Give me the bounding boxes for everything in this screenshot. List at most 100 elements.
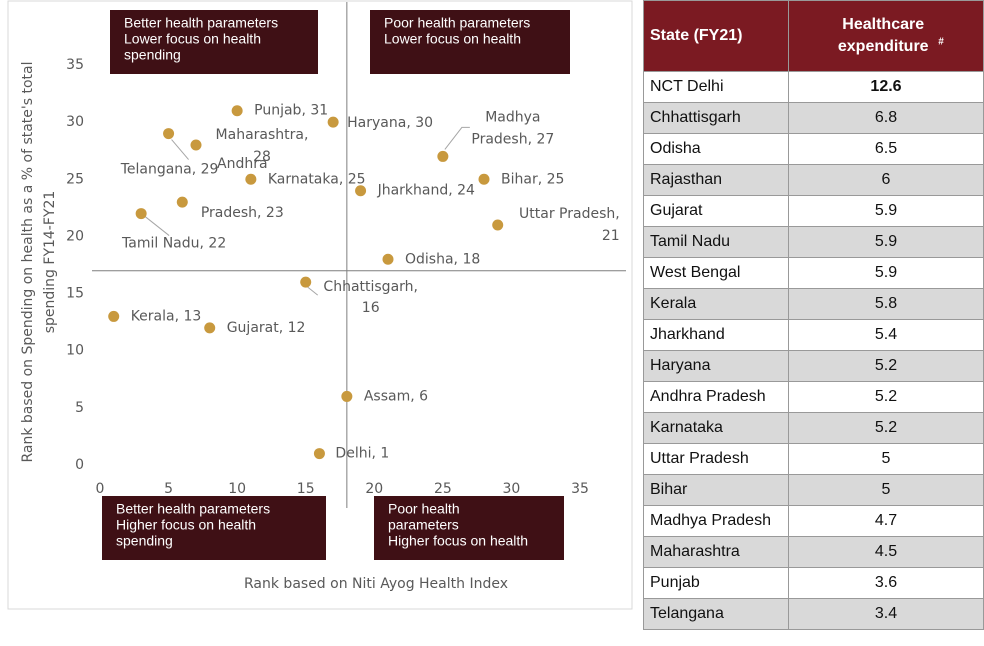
table-row: Tamil Nadu 5.9 <box>643 226 984 258</box>
table-row: Telangana 3.4 <box>643 598 984 630</box>
point <box>341 390 353 402</box>
data-label: Tamil Nadu, 22 <box>121 236 226 252</box>
table-cell: 4.7 <box>788 505 984 537</box>
data-label: Bihar, 25 <box>501 171 564 187</box>
table-row: Punjab 3.6 <box>643 567 984 599</box>
table-cell: 6 <box>788 164 984 196</box>
table-cell: 3.4 <box>788 598 984 630</box>
point <box>163 128 175 140</box>
point <box>176 196 188 208</box>
table-cell: Tamil Nadu <box>643 226 789 258</box>
x-tick-label: 15 <box>297 481 315 497</box>
data-label: Punjab, 31 <box>254 103 328 119</box>
annotation-box <box>102 496 326 560</box>
annotation-text: spending <box>116 533 173 549</box>
point <box>135 208 147 220</box>
point <box>492 219 504 231</box>
data-label: Kerala, 13 <box>131 308 202 324</box>
table-cell: 5.9 <box>788 195 984 227</box>
table-cell: 5.2 <box>788 350 984 382</box>
header-cell: State (FY21) <box>643 0 789 72</box>
y-axis-label: spending FY14-FY21 <box>42 191 58 334</box>
annotation-text: Poor health <box>388 501 460 517</box>
x-axis-label: Rank based on Niti Ayog Health Index <box>244 576 508 592</box>
table-row: Madhya Pradesh 4.7 <box>643 505 984 537</box>
data-label: Jharkhand, 24 <box>377 183 475 199</box>
x-tick-label: 35 <box>571 481 589 497</box>
data-label: Maharashtra, <box>216 127 309 143</box>
x-tick-label: 20 <box>365 481 383 497</box>
data-label: 16 <box>362 300 380 316</box>
point <box>204 322 216 334</box>
table-cell: Andhra Pradesh <box>643 381 789 413</box>
table-cell: 5.9 <box>788 226 984 258</box>
table-cell: 3.6 <box>788 567 984 599</box>
table-row: Chhattisgarh 6.8 <box>643 102 984 134</box>
table-cell: NCT Delhi <box>643 71 789 103</box>
chart-frame <box>7 0 633 610</box>
x-tick-label: 30 <box>503 481 521 497</box>
x-tick-label: 5 <box>164 481 173 497</box>
data-label: 28 <box>253 149 271 165</box>
table-row: Rajasthan 6 <box>643 164 984 196</box>
data-label: Telangana, 29 <box>120 162 219 178</box>
data-label: Karnataka, 25 <box>268 171 366 187</box>
header-row: State (FY21) Healthcare expenditure # <box>643 0 984 72</box>
table-cell: Haryana <box>643 350 789 382</box>
y-tick-label: 35 <box>66 57 84 73</box>
y-tick-label: 15 <box>66 286 84 302</box>
point <box>300 276 312 288</box>
data-label: Uttar Pradesh, <box>519 206 620 222</box>
y-tick-label: 5 <box>75 400 84 416</box>
annotation-text: parameters <box>388 517 459 533</box>
table-cell: 5 <box>788 443 984 475</box>
annotation-text: Poor health parameters <box>384 15 530 31</box>
data-label: Delhi, 1 <box>335 446 389 462</box>
data-label: 21 <box>602 228 620 244</box>
y-tick-label: 0 <box>75 457 84 473</box>
y-tick-label: 10 <box>66 343 84 359</box>
table: State (FY21) Healthcare expenditure # NCT… <box>643 0 984 630</box>
annotation-text: Lower focus on health <box>124 31 261 47</box>
annotation-box <box>374 496 564 560</box>
annotation-text: spending <box>124 47 181 63</box>
table-cell: 12.6 <box>788 71 984 103</box>
table-cell: Karnataka <box>643 412 789 444</box>
table-cell: 5 <box>788 474 984 506</box>
point <box>478 173 490 185</box>
point <box>437 150 449 162</box>
table-cell: 4.5 <box>788 536 984 568</box>
point <box>231 105 243 117</box>
y-tick-label: 25 <box>66 171 84 187</box>
table-cell: 5.2 <box>788 381 984 413</box>
table-cell: Jharkhand <box>643 319 789 351</box>
leader-line <box>444 126 470 150</box>
table-row: Andhra Pradesh 5.2 <box>643 381 984 413</box>
annotation-text: Higher focus on health <box>116 517 256 533</box>
table-row: Gujarat 5.9 <box>643 195 984 227</box>
y-axis-label: Rank based on Spending on health as a % … <box>20 61 36 462</box>
data-label: Madhya <box>485 109 540 125</box>
table-row: Kerala 5.8 <box>643 288 984 320</box>
header-cell: Healthcare expenditure # <box>788 0 984 72</box>
y-tick-label: 20 <box>66 228 84 244</box>
point <box>355 185 367 197</box>
table-row: Odisha 6.5 <box>643 133 984 165</box>
table-cell: 6.5 <box>788 133 984 165</box>
table-cell: 5.2 <box>788 412 984 444</box>
table-cell: Madhya Pradesh <box>643 505 789 537</box>
data-label: Chhattisgarh, <box>323 279 418 295</box>
x-tick-label: 0 <box>96 481 105 497</box>
header-marker: # <box>938 36 944 48</box>
annotation-text: Better health parameters <box>116 501 270 517</box>
annotation-text: Better health parameters <box>124 15 278 31</box>
point <box>190 139 202 151</box>
annotation-text: Higher focus on health <box>388 533 528 549</box>
table-cell: Rajasthan <box>643 164 789 196</box>
table-row: Maharashtra 4.5 <box>643 536 984 568</box>
point <box>313 448 325 460</box>
header-text: Healthcare expenditure <box>837 16 929 55</box>
table-cell: Gujarat <box>643 195 789 227</box>
data-label: Gujarat, 12 <box>227 320 306 336</box>
